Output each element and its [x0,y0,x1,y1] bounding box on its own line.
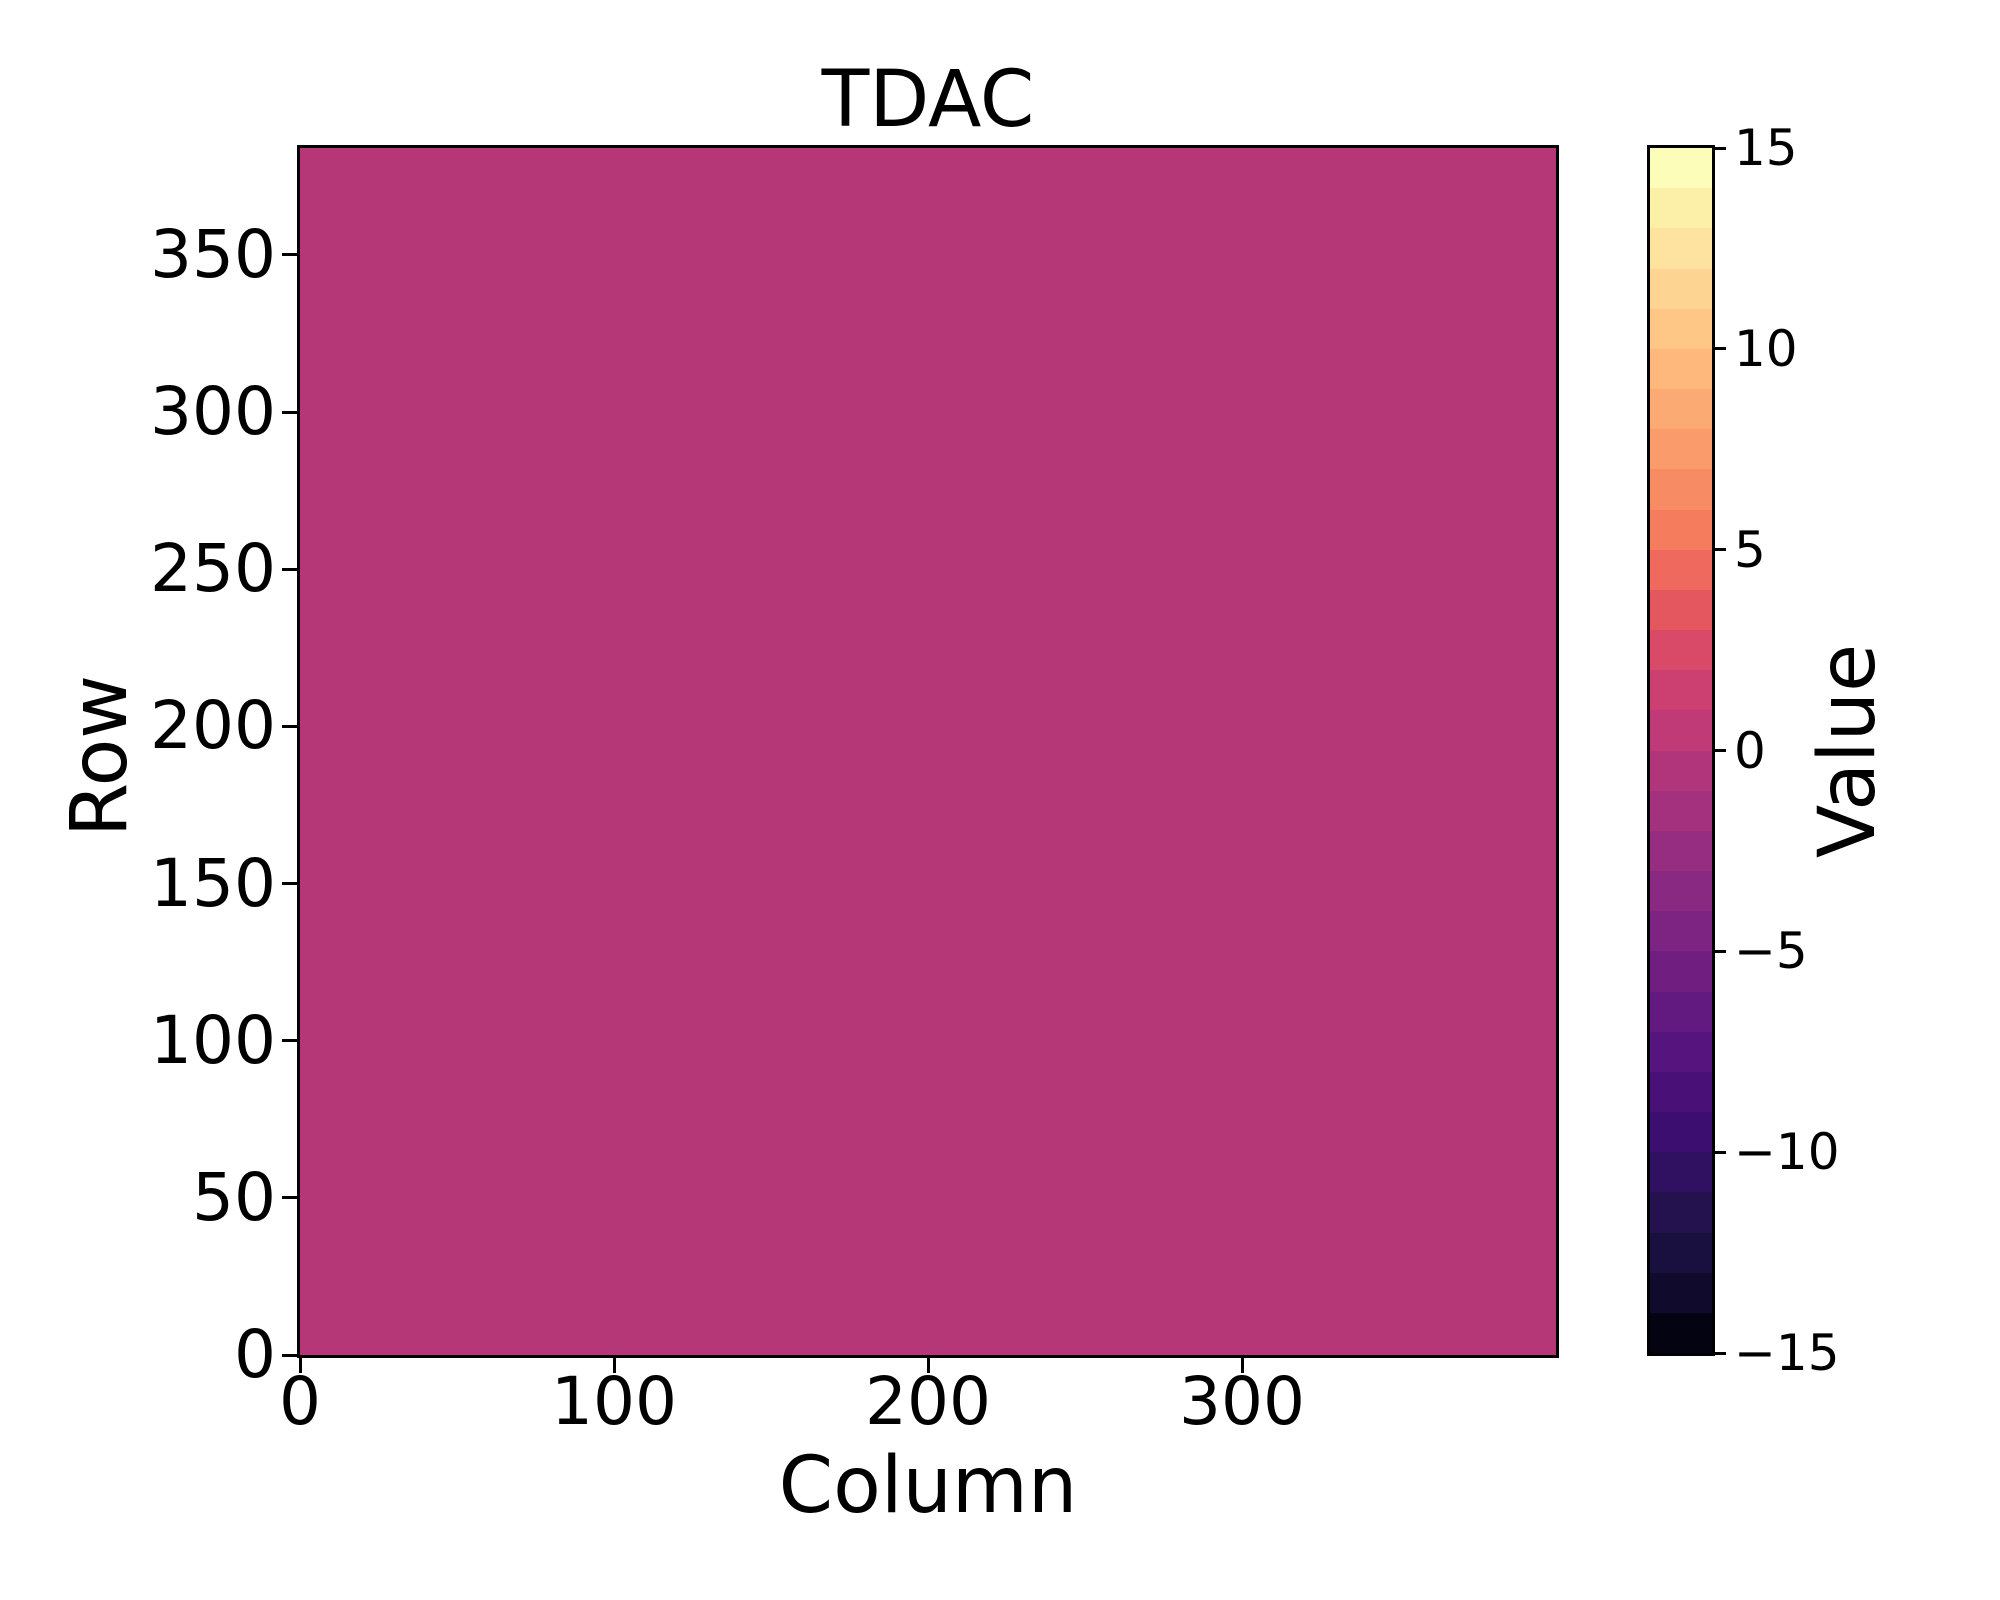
colorbar-tick-mark [1712,1351,1726,1355]
y-tick-mark [282,1039,300,1043]
heatmap-plot-area [297,145,1559,1358]
colorbar-band [1650,589,1712,631]
colorbar-band [1650,308,1712,349]
colorbar-band [1650,1232,1712,1273]
colorbar-band [1650,1312,1712,1354]
colorbar-band [1650,951,1712,992]
chart-title: TDAC [821,55,1035,145]
y-tick-label: 350 [150,215,276,293]
x-tick-label: 100 [551,1363,677,1440]
y-tick-mark [282,567,300,571]
y-tick-label: 50 [192,1158,276,1236]
colorbar-band [1650,1192,1712,1233]
y-tick-mark [282,253,300,257]
colorbar-band [1650,1152,1712,1193]
colorbar-band [1650,268,1712,309]
y-tick-label: 300 [150,373,276,451]
colorbar-tick-label: 10 [1734,319,1798,378]
y-tick-mark [282,410,300,414]
colorbar-tick-mark [1712,749,1726,752]
y-tick-mark [282,724,300,728]
y-tick-label: 100 [150,1001,276,1079]
y-tick-mark [282,1353,300,1357]
colorbar-band [1650,1272,1712,1313]
colorbar-band [1650,348,1712,390]
colorbar-band [1650,148,1712,189]
colorbar-band [1650,429,1712,470]
colorbar-band [1650,991,1712,1032]
colorbar-band [1650,790,1712,831]
y-axis-label: Row [55,674,145,838]
colorbar-tick-mark [1712,347,1726,351]
y-tick-mark [282,1196,300,1200]
colorbar-band [1650,509,1712,550]
colorbar-band [1650,630,1712,671]
colorbar-band [1650,549,1712,590]
colorbar-band [1650,670,1712,711]
x-tick-mark [926,1355,930,1373]
x-tick-label: 200 [865,1363,991,1440]
colorbar [1647,145,1715,1356]
colorbar-band [1650,1031,1712,1072]
x-tick-mark [1240,1355,1244,1373]
x-tick-mark [298,1355,302,1373]
y-tick-mark [282,882,300,886]
colorbar-band [1650,1112,1712,1153]
colorbar-band [1650,871,1712,912]
colorbar-band [1650,750,1712,791]
colorbar-tick-label: −10 [1734,1123,1840,1182]
x-axis-label: Column [778,1441,1078,1531]
colorbar-tick-label: 5 [1734,520,1766,579]
x-tick-mark [612,1355,616,1373]
colorbar-band [1650,469,1712,510]
colorbar-tick-mark [1712,1150,1726,1154]
colorbar-label: Value [1803,643,1893,859]
y-tick-label: 150 [150,844,276,922]
colorbar-tick-label: −5 [1734,922,1808,981]
colorbar-band [1650,228,1712,269]
y-tick-label: 200 [150,687,276,765]
colorbar-band [1650,1071,1712,1113]
colorbar-band [1650,911,1712,952]
colorbar-band [1650,188,1712,229]
x-tick-label: 0 [279,1363,321,1440]
colorbar-tick-label: 0 [1734,721,1766,780]
colorbar-band [1650,830,1712,872]
colorbar-tick-label: −15 [1734,1324,1840,1382]
y-tick-label: 0 [234,1316,276,1393]
colorbar-band [1650,389,1712,430]
colorbar-band [1650,710,1712,751]
colorbar-tick-mark [1712,949,1726,953]
x-tick-label: 300 [1179,1363,1305,1440]
colorbar-tick-mark [1712,146,1726,150]
colorbar-tick-mark [1712,548,1726,552]
colorbar-tick-label: 15 [1734,119,1798,177]
y-tick-label: 250 [150,530,276,608]
